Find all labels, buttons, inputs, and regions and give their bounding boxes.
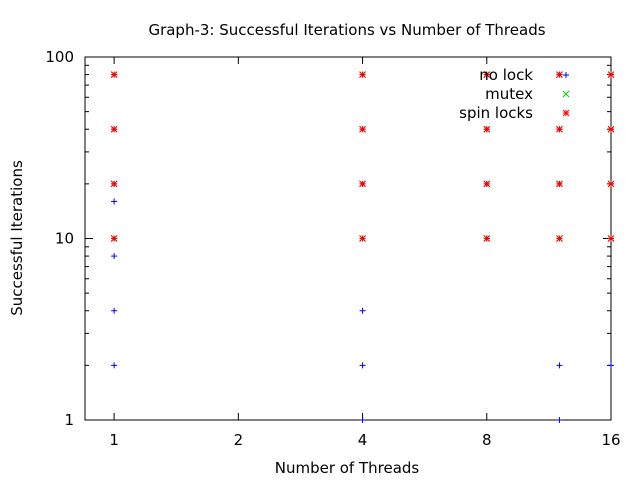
x-tick-label: 1 bbox=[109, 431, 119, 449]
legend-marker bbox=[563, 72, 569, 78]
y-tick-label: 10 bbox=[55, 230, 74, 248]
point-spin-locks bbox=[110, 235, 118, 242]
y-axis-ticks: 1 10 100 bbox=[45, 48, 611, 429]
chart-title: Graph-3: Successful Iterations vs Number… bbox=[148, 21, 545, 39]
point-spin-locks bbox=[556, 71, 563, 78]
point-spin-locks bbox=[556, 180, 563, 188]
y-axis-label: Successful Iterations bbox=[8, 160, 26, 316]
point-no-lock bbox=[359, 307, 366, 314]
point-no-lock bbox=[111, 362, 118, 369]
point-spin-locks bbox=[110, 180, 118, 188]
legend-label: spin locks bbox=[459, 104, 533, 122]
x-tick-label: 4 bbox=[358, 431, 368, 449]
point-no-lock bbox=[111, 253, 118, 260]
point-spin-locks bbox=[483, 71, 491, 78]
x-tick-label: 8 bbox=[482, 431, 492, 449]
point-no-lock bbox=[111, 198, 118, 205]
point-spin-locks bbox=[359, 125, 366, 133]
legend-marker bbox=[562, 109, 570, 117]
point-spin-locks bbox=[483, 125, 491, 133]
point-spin-locks bbox=[483, 180, 491, 188]
x-tick-label: 2 bbox=[234, 431, 244, 449]
point-spin-locks bbox=[556, 125, 563, 133]
point-no-lock bbox=[359, 362, 366, 369]
data-points bbox=[110, 71, 615, 423]
y-tick-label: 1 bbox=[64, 411, 74, 429]
legend-marker bbox=[562, 90, 570, 98]
x-axis-label: Number of Threads bbox=[275, 459, 420, 477]
y-tick-label: 100 bbox=[45, 48, 74, 66]
point-no-lock bbox=[556, 417, 563, 423]
point-no-lock bbox=[608, 362, 614, 369]
point-spin-locks bbox=[359, 71, 366, 78]
point-no-lock bbox=[359, 417, 366, 423]
legend-label: no lock bbox=[479, 66, 533, 84]
point-spin-locks bbox=[483, 235, 491, 242]
point-spin-locks bbox=[607, 235, 615, 242]
x-tick-label: 16 bbox=[601, 431, 620, 449]
point-no-lock bbox=[111, 307, 118, 314]
point-spin-locks bbox=[110, 71, 118, 78]
point-spin-locks bbox=[607, 125, 615, 133]
point-spin-locks bbox=[607, 71, 615, 78]
point-no-lock bbox=[556, 362, 563, 369]
x-axis-ticks: 1 2 4 8 16 bbox=[109, 57, 621, 449]
point-spin-locks bbox=[556, 235, 563, 242]
legend-label: mutex bbox=[485, 85, 533, 103]
point-spin-locks bbox=[110, 125, 118, 133]
point-spin-locks bbox=[359, 180, 366, 188]
point-spin-locks bbox=[607, 180, 615, 188]
point-spin-locks bbox=[359, 235, 366, 242]
